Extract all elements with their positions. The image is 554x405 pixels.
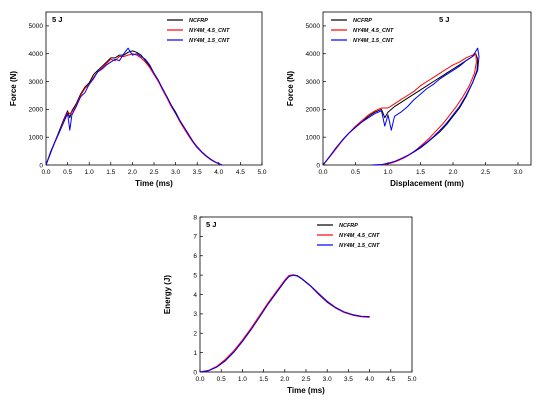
x-tick-label: 1.0 <box>383 169 392 176</box>
x-tick-label: 3.0 <box>171 169 180 176</box>
x-tick-label: 2.5 <box>301 376 310 383</box>
series-line-1 <box>199 274 370 373</box>
legend-entry: NCFRP <box>353 18 372 24</box>
y-tick-label: 6 <box>193 253 197 260</box>
x-tick-label: 3.5 <box>344 376 353 383</box>
y-tick-label: 1000 <box>306 134 321 141</box>
legend-entry: NCFRP <box>189 18 208 24</box>
legend-entry: NY4M_1.5_CNT <box>353 38 394 44</box>
x-tick-label: 4.5 <box>386 376 395 383</box>
x-tick-label: 1.5 <box>259 376 268 383</box>
panel-title: 5 J <box>206 220 216 229</box>
x-tick-label: 2.5 <box>481 169 490 176</box>
y-tick-label: 0 <box>193 369 197 376</box>
x-tick-label: 2.0 <box>448 169 457 176</box>
legend-entry: NY4M_1.5_CNT <box>189 38 230 44</box>
y-tick-label: 8 <box>193 214 197 221</box>
y-tick-label: 5000 <box>306 23 321 30</box>
series-line-3 <box>199 274 370 373</box>
y-tick-label: 5 <box>193 272 197 279</box>
panel-title: 5 J <box>439 15 449 24</box>
y-tick-label: 3000 <box>306 79 321 86</box>
x-axis-label: Time (ms) <box>287 386 325 395</box>
x-tick-label: 0.0 <box>41 169 50 176</box>
x-tick-label: 3.0 <box>323 376 332 383</box>
y-tick-label: 2000 <box>306 107 321 114</box>
x-tick-label: 5.0 <box>257 169 266 176</box>
x-tick-label: 5.0 <box>407 376 416 383</box>
y-tick-label: 2000 <box>29 107 44 114</box>
x-tick-label: 1.5 <box>416 169 425 176</box>
x-tick-label: 0.0 <box>318 169 327 176</box>
y-axis-label: Force (N) <box>286 71 295 106</box>
x-axis-label: Time (ms) <box>135 179 173 188</box>
x-tick-label: 0.5 <box>217 376 226 383</box>
legend-entry: NY4M_4.5_CNT <box>353 28 394 34</box>
x-axis-label: Displacement (mm) <box>390 179 464 188</box>
y-tick-label: 2 <box>193 331 197 338</box>
series-line-1 <box>45 50 222 166</box>
x-tick-label: 0.5 <box>351 169 360 176</box>
legend-entry: NCFRP <box>339 223 358 229</box>
x-tick-label: 2.5 <box>149 169 158 176</box>
y-tick-label: 4000 <box>29 51 44 58</box>
y-tick-label: 3000 <box>29 79 44 86</box>
y-tick-label: 3 <box>193 311 197 318</box>
chart-panel-1: 0.0 0.5 1.0 1.5 2.0 2.5 3.0 3.5 4.0 4.5 5.0 0 1000 20… <box>9 11 267 188</box>
x-tick-label: 1.0 <box>85 169 94 176</box>
series-line-2 <box>199 274 370 373</box>
panel-title: 5 J <box>52 15 62 24</box>
x-tick-label: 3.5 <box>193 169 202 176</box>
x-tick-label: 3.0 <box>513 169 522 176</box>
legend-entry: NY4M_4.5_CNT <box>189 28 230 34</box>
x-tick-label: 4.0 <box>214 169 223 176</box>
y-tick-label: 1000 <box>29 134 44 141</box>
x-tick-label: 2.0 <box>128 169 137 176</box>
x-tick-label: 0.0 <box>195 376 204 383</box>
series-line-3 <box>322 47 480 166</box>
y-tick-label: 5000 <box>29 23 44 30</box>
y-tick-label: 0 <box>39 162 43 169</box>
chart-panel-2: 0.0 0.5 1.0 1.5 2.0 2.5 3.0 0 1000 2000 3000 4000 50… <box>286 11 532 188</box>
plot-frame <box>322 11 532 166</box>
y-tick-label: 4000 <box>306 51 321 58</box>
y-axis-label: Energy (J) <box>163 275 172 314</box>
chart-panel-3: 0.0 0.5 1.0 1.5 2.0 2.5 3.0 3.5 4.0 4.5 5.0 0 1 2 3 4 5 6… <box>163 214 417 395</box>
x-tick-label: 2.0 <box>280 376 289 383</box>
legend-entry: NY4M_4.5_CNT <box>339 233 380 239</box>
legend-entry: NY4M_1.5_CNT <box>339 243 380 249</box>
x-tick-label: 1.5 <box>106 169 115 176</box>
x-tick-label: 1.0 <box>238 376 247 383</box>
y-tick-label: 0 <box>316 162 320 169</box>
x-tick-label: 4.5 <box>236 169 245 176</box>
plot-frame <box>199 216 413 373</box>
y-tick-label: 7 <box>193 234 197 241</box>
series-line-3 <box>45 47 223 166</box>
y-axis-label: Force (N) <box>9 71 18 106</box>
x-tick-label: 0.5 <box>63 169 72 176</box>
y-tick-label: 4 <box>193 292 197 299</box>
series-line-2 <box>322 53 477 166</box>
y-tick-label: 1 <box>193 350 197 357</box>
plot-frame <box>45 11 263 166</box>
x-tick-label: 4.0 <box>365 376 374 383</box>
